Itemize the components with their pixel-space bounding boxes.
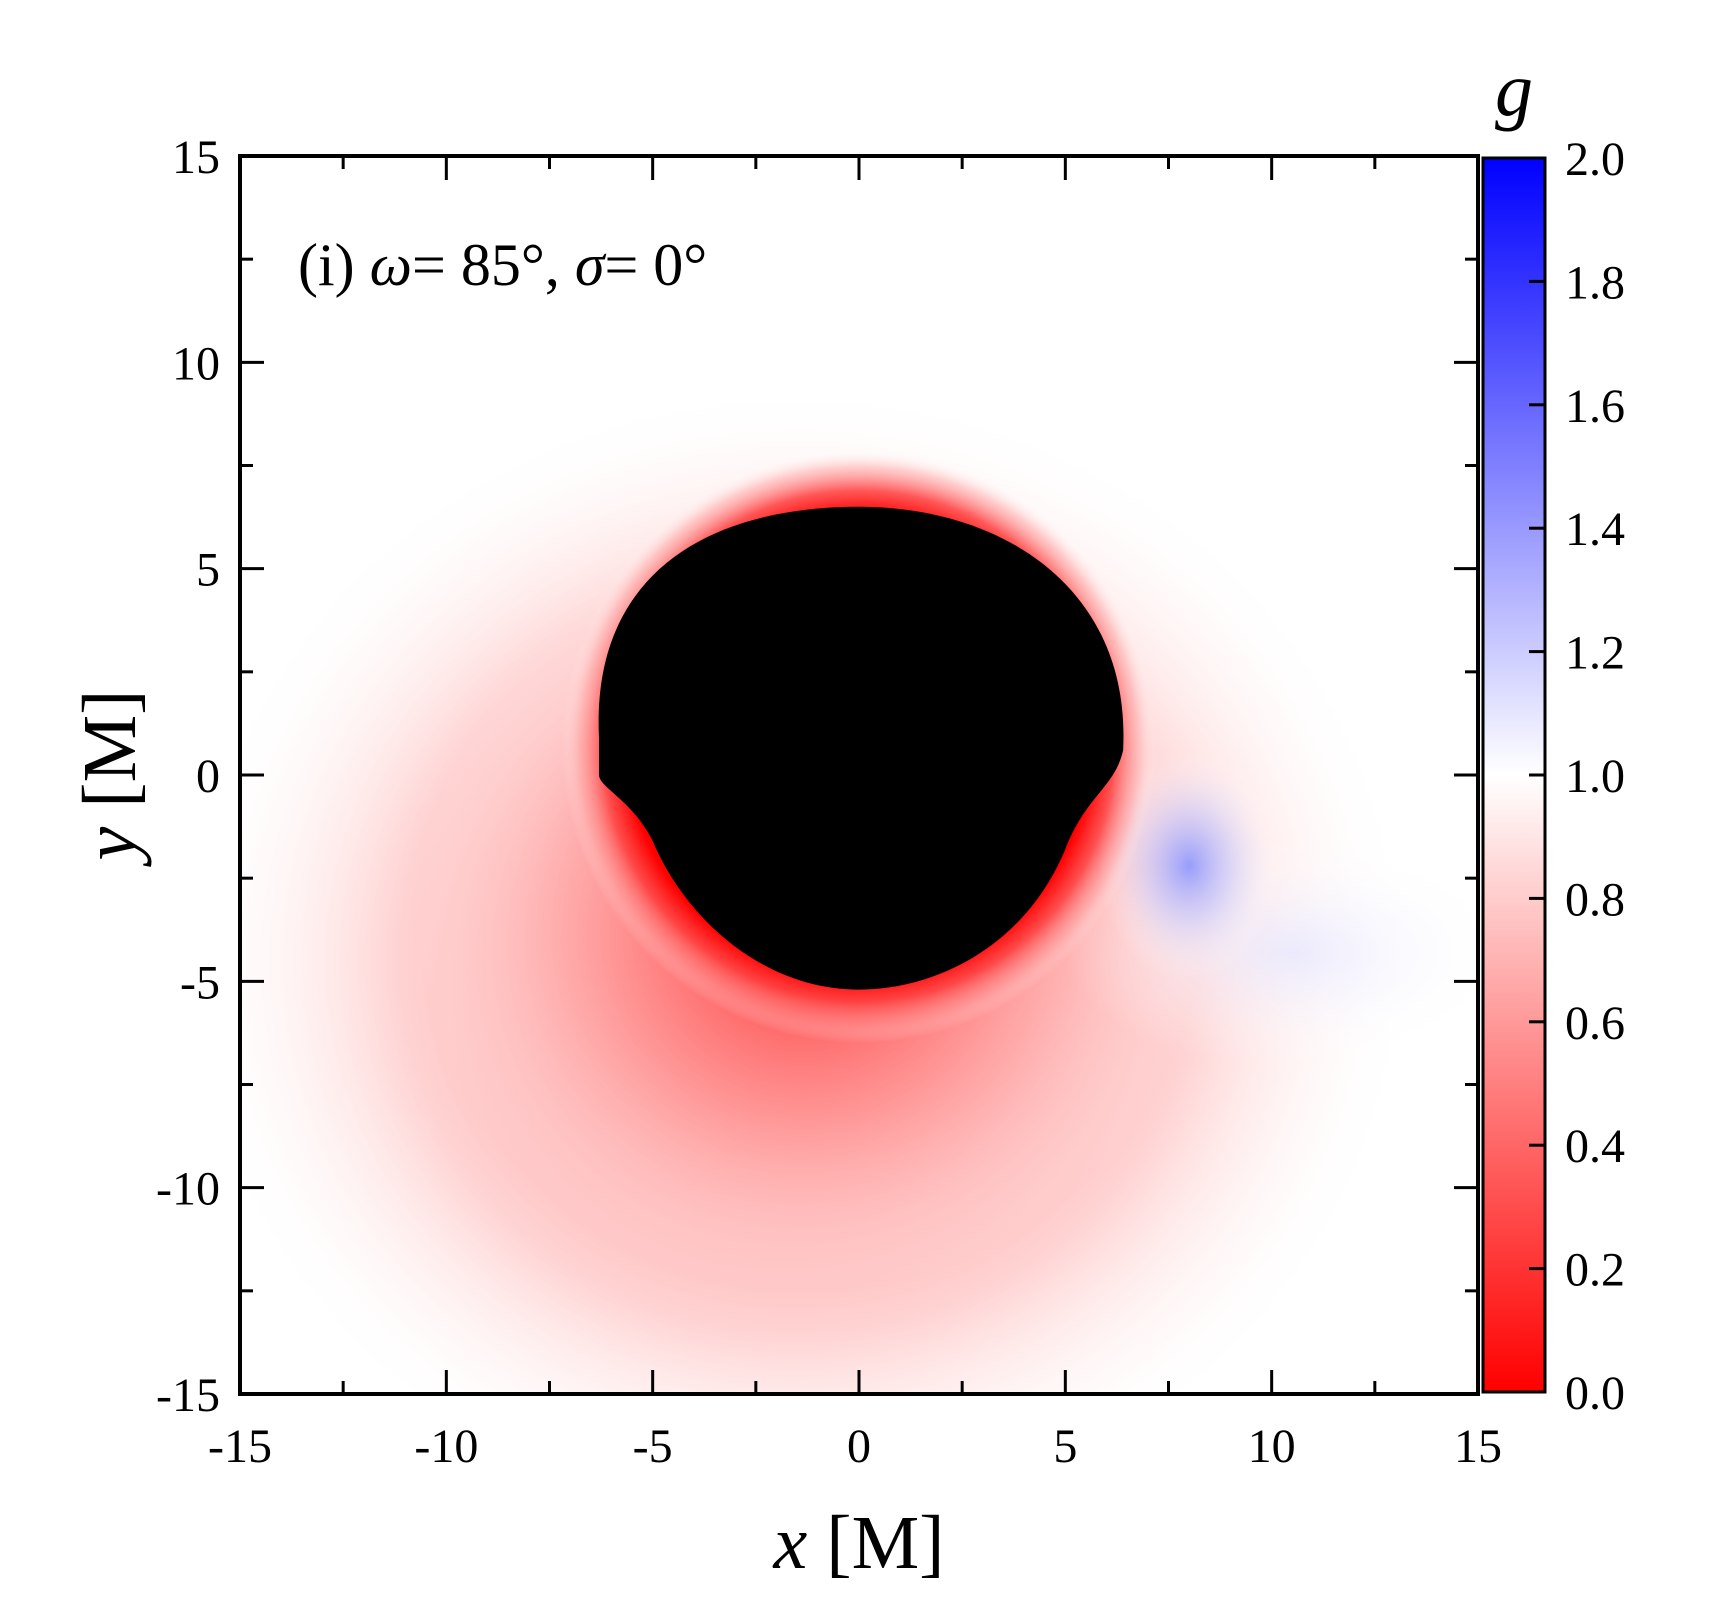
y-tick-label: -5 [180, 956, 220, 1009]
colorbar-tick-label: 0.8 [1565, 873, 1625, 926]
colorbar-tick-label: 0.4 [1565, 1120, 1625, 1173]
y-tick-label: -10 [156, 1163, 220, 1216]
colorbar-ticks [1529, 156, 1545, 1394]
colorbar-tick-label: 1.8 [1565, 256, 1625, 309]
y-tick-label: 15 [172, 131, 220, 184]
colorbar-tick-label: 2.0 [1565, 133, 1625, 186]
colorbar-tick-label: 1.6 [1565, 380, 1625, 433]
colorbar-title: g [1495, 48, 1533, 132]
y-tick-label: -15 [156, 1369, 220, 1422]
colorbar-tick-labels: 0.0 0.2 0.4 0.6 0.8 1.0 1.2 1.4 1.6 1.8 2.0 [1565, 133, 1625, 1420]
colorbar-tick-label: 1.0 [1565, 750, 1625, 803]
x-tick-label: -5 [633, 1420, 673, 1473]
colorbar-tick-label: 0.6 [1565, 997, 1625, 1050]
colorbar-tick-label: 1.4 [1565, 503, 1625, 556]
y-tick-labels: -15 -10 -5 0 5 10 15 [156, 131, 220, 1422]
colorbar-tick-label: 0.2 [1565, 1244, 1625, 1297]
colorbar-tick-label: 1.2 [1565, 627, 1625, 680]
y-tick-label: 0 [196, 750, 220, 803]
x-tick-label: 0 [847, 1420, 871, 1473]
colorbar-tick-label: 0.0 [1565, 1367, 1625, 1420]
colorbar: 0.0 0.2 0.4 0.6 0.8 1.0 1.2 1.4 1.6 1.8 2.0 g [1481, 48, 1625, 1420]
x-tick-label: 10 [1248, 1420, 1296, 1473]
y-tick-label: 10 [172, 337, 220, 390]
x-tick-labels: -15 -10 -5 0 5 10 15 [208, 1420, 1502, 1473]
heatmap-field [240, 156, 1478, 1394]
y-axis-title: y [M] [68, 690, 152, 868]
x-tick-label: 5 [1053, 1420, 1077, 1473]
axis-ticks [240, 156, 1478, 1394]
y-tick-label: 5 [196, 544, 220, 597]
panel-annotation: (i) ω= 85°, σ= 0° [298, 232, 707, 298]
x-tick-label: -10 [414, 1420, 478, 1473]
x-axis-title: x [M] [773, 1501, 945, 1585]
x-tick-label: -15 [208, 1420, 272, 1473]
black-hole-shadow [598, 506, 1124, 990]
x-tick-label: 15 [1454, 1420, 1502, 1473]
